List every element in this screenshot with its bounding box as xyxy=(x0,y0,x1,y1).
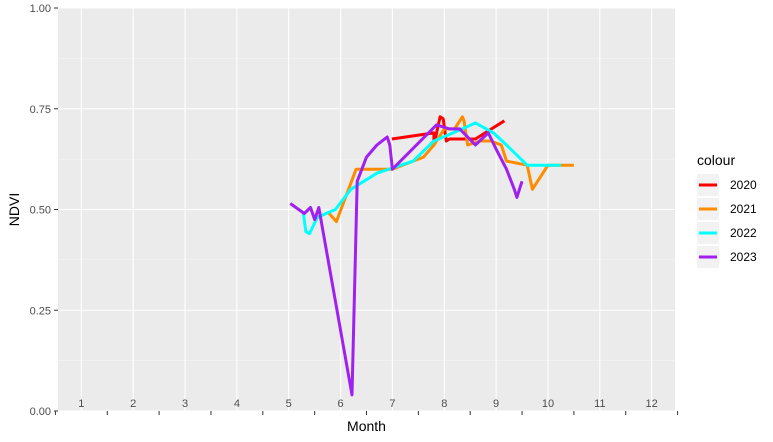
x-tick-label: 3 xyxy=(182,398,188,410)
x-tick-label: 12 xyxy=(646,398,658,410)
y-tick-label: 0.75 xyxy=(30,104,51,116)
x-tick-label: 10 xyxy=(542,398,554,410)
x-tick-label: 11 xyxy=(594,398,605,410)
y-tick-label: 0.00 xyxy=(30,406,51,418)
series-line-2023 xyxy=(289,123,524,397)
x-tick-label: 8 xyxy=(441,398,447,410)
series-line-2021 xyxy=(328,115,574,224)
legend-label-2023: 2023 xyxy=(730,250,757,264)
x-tick-label: 5 xyxy=(286,398,292,410)
y-tick-label: 0.25 xyxy=(30,305,51,317)
x-tick-label: 9 xyxy=(493,398,499,410)
legend-title: colour xyxy=(697,152,735,168)
y-axis-title: NDVI xyxy=(6,193,22,226)
legend-label-2020: 2020 xyxy=(730,178,757,192)
x-tick-label: 4 xyxy=(234,398,240,410)
y-tick-label: 1.00 xyxy=(30,3,51,15)
x-tick-label: 2 xyxy=(130,398,136,410)
x-axis-title: Month xyxy=(347,418,386,434)
legend-label-2022: 2022 xyxy=(730,226,757,240)
y-tick-label: 0.50 xyxy=(30,205,51,217)
x-tick-label: 6 xyxy=(338,398,344,410)
x-tick-label: 1 xyxy=(78,398,84,410)
x-tick-label: 7 xyxy=(389,398,395,410)
legend-label-2021: 2021 xyxy=(730,202,757,216)
